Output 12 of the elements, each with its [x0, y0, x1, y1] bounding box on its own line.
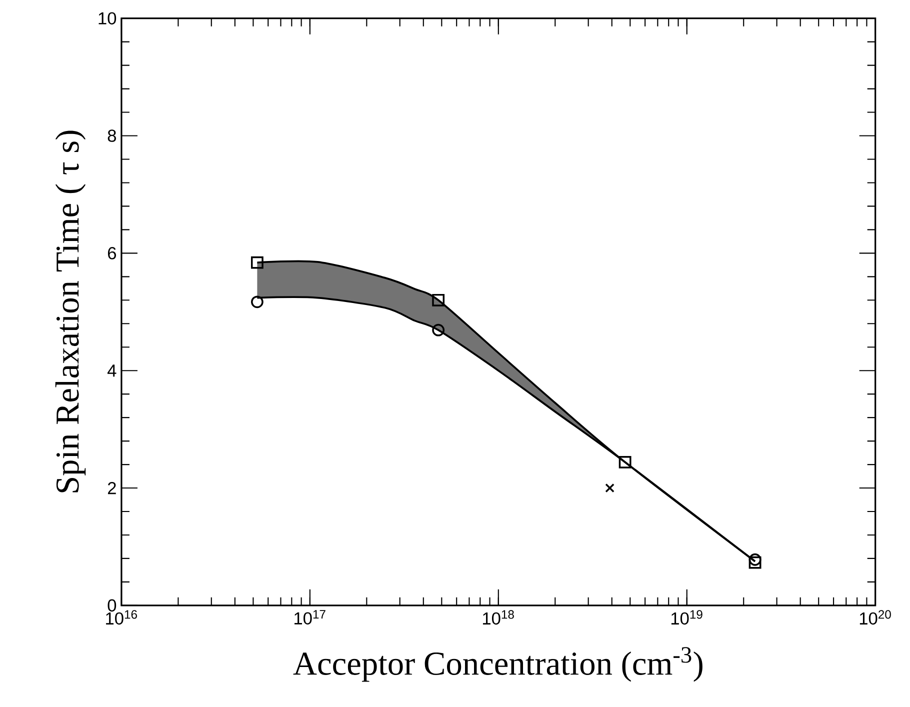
y-tick-label: 2	[108, 482, 116, 494]
x-tick-label: 10$^{19}$	[671, 610, 702, 625]
y-tick-label: 4	[108, 364, 116, 377]
y-tick-label: 6	[108, 247, 116, 260]
x-tick-label: 10$^{18}$	[482, 610, 514, 625]
x-tick-label: 10$^{17}$	[294, 610, 326, 625]
y-tick-label: 8	[108, 130, 116, 142]
y-tick-label: 10	[98, 12, 116, 25]
x-tick-label: 10$^{20}$	[860, 610, 891, 625]
y-axis-title: Spin Relaxation Time ( τ s)	[55, 130, 86, 492]
x-axis-title: Acceptor Concentration (cm$^{-3}$)	[293, 647, 702, 682]
y-tick-label: 0	[108, 599, 116, 612]
